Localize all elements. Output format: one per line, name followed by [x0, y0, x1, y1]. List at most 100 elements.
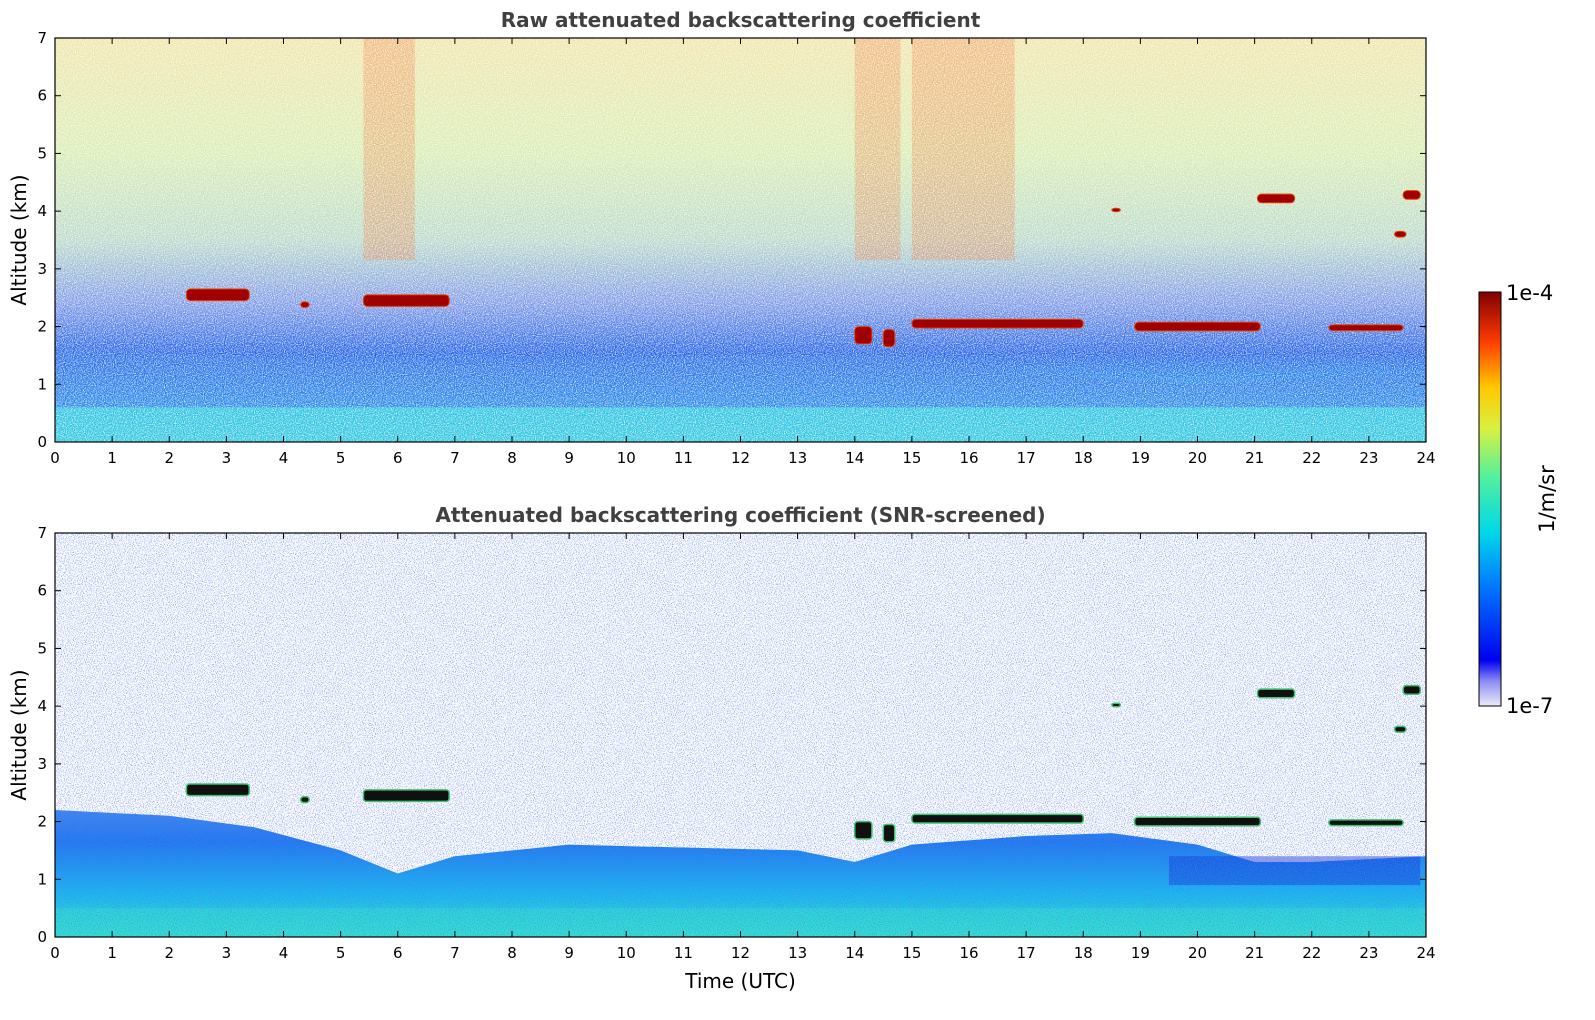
- y-tick-label: 0: [37, 928, 47, 946]
- x-tick-label: 10: [617, 449, 636, 467]
- x-tick-label: 22: [1302, 944, 1321, 962]
- colorbar: 1e-4 1e-7 1/m/sr: [1478, 281, 1559, 718]
- y-tick-label: 4: [37, 202, 47, 220]
- cloud-layer: [1393, 725, 1407, 733]
- x-tick-label: 9: [564, 449, 574, 467]
- x-tick-label: 9: [564, 944, 574, 962]
- cloud-layer: [882, 328, 896, 348]
- x-tick-label: 12: [731, 449, 750, 467]
- cloud-layer: [882, 823, 896, 843]
- x-tick-label: 21: [1245, 449, 1264, 467]
- cloud-layer: [1394, 230, 1407, 238]
- y-tick-label: 4: [37, 697, 47, 715]
- y-tick-label: 0: [37, 433, 47, 451]
- x-tick-label: 10: [617, 944, 636, 962]
- x-tick-label: 24: [1416, 449, 1435, 467]
- x-tick-label: 15: [902, 944, 921, 962]
- colorbar-unit-label: 1/m/sr: [1535, 465, 1559, 533]
- panel-1: 0 1 2 3 4 5 6 7 8 9 10 11 12 13 14 15 16 17 18 19 20 21 22 23 24…: [7, 8, 1436, 467]
- cloud-layer: [185, 783, 250, 797]
- x-tick-label: 5: [336, 944, 346, 962]
- heatmap-area: [55, 38, 1426, 442]
- x-axis-label: Time (UTC): [684, 969, 796, 993]
- x-tick-label: 0: [50, 944, 60, 962]
- x-tick-label: 18: [1074, 944, 1093, 962]
- x-tick-label: 14: [845, 944, 864, 962]
- x-tick-label: 7: [450, 449, 460, 467]
- x-tick-label: 11: [674, 944, 693, 962]
- x-tick-label: 22: [1302, 449, 1321, 467]
- x-tick-label: 1: [107, 944, 117, 962]
- y-tick-label: 2: [37, 813, 47, 831]
- x-tick-label: 4: [279, 449, 289, 467]
- cloud-layer: [854, 820, 873, 840]
- x-tick-label: 16: [959, 944, 978, 962]
- y-tick-label: 3: [37, 260, 47, 278]
- x-tick-label: 19: [1131, 944, 1150, 962]
- x-tick-label: 23: [1359, 449, 1378, 467]
- y-axis-label: Altitude (km): [7, 669, 31, 800]
- cloud-layer: [1256, 688, 1296, 699]
- x-tick-label: 21: [1245, 944, 1264, 962]
- noise-speckle: [55, 38, 1426, 442]
- cloud-layer: [1111, 207, 1121, 213]
- y-tick-label: 7: [37, 29, 47, 47]
- cloud-layer: [1256, 193, 1296, 204]
- x-tick-label: 0: [50, 449, 60, 467]
- x-tick-label: 14: [845, 449, 864, 467]
- panel-2: 0 1 2 3 4 5 6 7 8 9 10 11 12 13 14 15 16 17 18 19 20 21 22 23 24…: [7, 503, 1436, 993]
- colorbar-gradient: [1478, 291, 1502, 707]
- x-tick-label: 6: [393, 449, 403, 467]
- colorbar-max-label: 1e-4: [1506, 281, 1553, 305]
- cloud-layer: [911, 318, 1084, 329]
- cloud-layer: [1328, 819, 1404, 827]
- x-tick-label: 8: [507, 944, 517, 962]
- heatmap-area: [55, 533, 1426, 937]
- noise-speckle: [55, 533, 1426, 937]
- x-tick-label: 24: [1416, 944, 1435, 962]
- x-tick-label: 20: [1188, 944, 1207, 962]
- y-tick-label: 1: [37, 375, 47, 393]
- x-tick-label: 6: [393, 944, 403, 962]
- cloud-layer: [1133, 816, 1262, 827]
- x-tick-label: 5: [336, 449, 346, 467]
- cloud-layer: [1111, 702, 1122, 708]
- x-tick-label: 1: [107, 449, 117, 467]
- x-tick-label: 20: [1188, 449, 1207, 467]
- x-tick-label: 19: [1131, 449, 1150, 467]
- cloud-layer: [854, 326, 873, 345]
- x-tick-label: 13: [788, 944, 807, 962]
- cloud-layer: [911, 813, 1084, 824]
- y-tick-label: 7: [37, 524, 47, 542]
- y-axis-label: Altitude (km): [7, 174, 31, 305]
- cloud-layer: [1134, 321, 1261, 332]
- cloud-layer: [362, 789, 450, 803]
- y-tick-label: 1: [37, 870, 47, 888]
- cloud-layer: [1402, 684, 1422, 696]
- y-tick-label: 3: [37, 755, 47, 773]
- x-tick-label: 23: [1359, 944, 1378, 962]
- cloud-layer: [362, 294, 450, 307]
- cloud-layer: [299, 796, 310, 804]
- x-tick-label: 17: [1017, 449, 1036, 467]
- x-tick-label: 3: [222, 449, 232, 467]
- x-tick-label: 18: [1074, 449, 1093, 467]
- x-tick-label: 11: [674, 449, 693, 467]
- y-tick-label: 6: [37, 87, 47, 105]
- x-tick-label: 8: [507, 449, 517, 467]
- y-tick-label: 2: [37, 318, 47, 336]
- y-tick-label: 5: [37, 144, 47, 162]
- x-tick-label: 2: [164, 944, 174, 962]
- cloud-layer: [300, 301, 310, 309]
- cloud-layer: [1402, 190, 1421, 200]
- x-tick-label: 12: [731, 944, 750, 962]
- x-tick-label: 13: [788, 449, 807, 467]
- y-tick-label: 5: [37, 639, 47, 657]
- x-tick-label: 3: [222, 944, 232, 962]
- x-tick-label: 15: [902, 449, 921, 467]
- x-tick-label: 17: [1017, 944, 1036, 962]
- x-tick-label: 4: [279, 944, 289, 962]
- chart-title: Raw attenuated backscattering coefficien…: [501, 8, 981, 32]
- y-tick-label: 6: [37, 582, 47, 600]
